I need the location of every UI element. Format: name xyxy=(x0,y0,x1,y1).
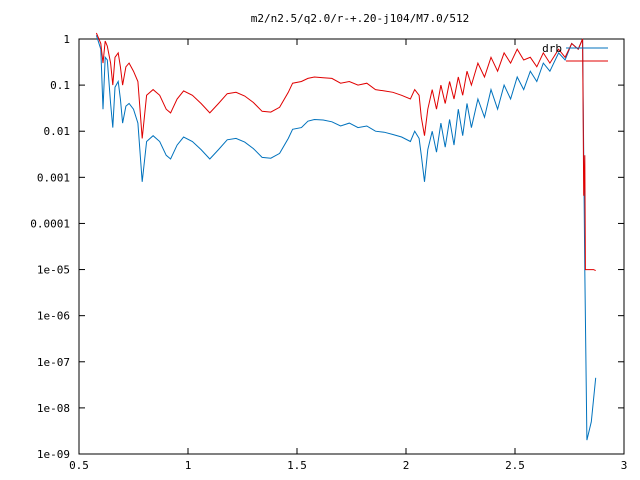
x-tick-label: 1.5 xyxy=(287,459,307,472)
x-tick-label: 0.5 xyxy=(69,459,89,472)
y-tick-label: 1e-05 xyxy=(37,264,70,277)
y-tick-label: 0.0001 xyxy=(30,217,70,230)
y-tick-label: 1e-07 xyxy=(37,356,70,369)
y-tick-label: 0.001 xyxy=(37,171,70,184)
y-tick-label: 1e-06 xyxy=(37,310,70,323)
series-layer xyxy=(95,32,597,441)
chart-title: m2/n2.5/q2.0/r-+.20-j104/M7.0/512 xyxy=(251,12,470,25)
series-line-1 xyxy=(95,35,597,441)
y-tick-label: 1e-09 xyxy=(37,448,70,461)
plot-frame xyxy=(78,38,625,455)
x-tick-label: 1 xyxy=(185,459,192,472)
x-tick-label: 3 xyxy=(621,459,628,472)
series-line-2 xyxy=(95,32,596,272)
y-tick-label: 1e-08 xyxy=(37,402,70,415)
legend-label: drb xyxy=(542,42,562,55)
y-tick-label: 0.1 xyxy=(50,79,70,92)
x-tick-label: 2 xyxy=(403,459,410,472)
y-tick-label: 0.01 xyxy=(44,125,71,138)
y-axis: 1 0.1 0.01 0.001 0.0001 1e-05 1e-06 1e-07 1e-08 1… xyxy=(30,33,624,461)
y-tick-label: 1 xyxy=(63,33,70,46)
x-tick-label: 2.5 xyxy=(505,459,525,472)
legend: drb xyxy=(542,42,608,62)
x-axis: 0.5 1 1.5 2 2.5 3 xyxy=(69,39,627,472)
